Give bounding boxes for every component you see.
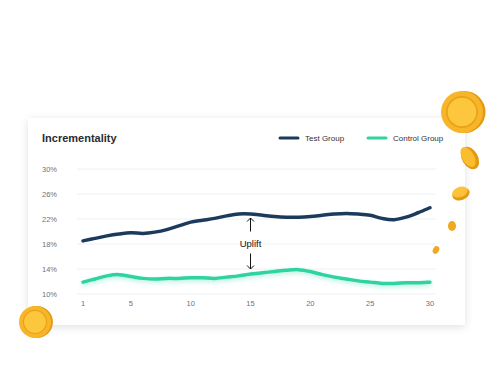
series-line xyxy=(83,270,430,284)
arrow-down xyxy=(250,254,251,270)
coin-side xyxy=(450,185,471,202)
arrow-head xyxy=(247,218,254,222)
card xyxy=(28,118,465,325)
coin-inner xyxy=(23,310,46,333)
y-tick-label: 14% xyxy=(42,265,57,274)
x-tick-label: 25 xyxy=(366,299,374,308)
x-tick-label: 10 xyxy=(187,299,195,308)
x-tick-label: 30 xyxy=(426,299,434,308)
y-tick-label: 22% xyxy=(42,215,57,224)
coin-side-face xyxy=(451,185,469,200)
uplift-annotation: Uplift xyxy=(240,218,262,269)
grid-line xyxy=(77,169,436,170)
chart-svg: Incrementality Test Group Control Group 10%… xyxy=(0,0,500,373)
coin-face xyxy=(441,91,483,133)
coin-face xyxy=(19,306,51,338)
x-tick-label: 1 xyxy=(81,299,85,308)
grid-line xyxy=(77,294,436,295)
y-tick-label: 26% xyxy=(42,190,57,199)
legend-label: Control Group xyxy=(393,134,444,143)
coin-flat xyxy=(457,144,483,173)
arrow-up xyxy=(250,218,251,232)
y-tick-label: 18% xyxy=(42,240,57,249)
grid-line xyxy=(77,194,436,195)
legend-swatch xyxy=(280,137,298,140)
annotation-label: Uplift xyxy=(240,238,262,249)
coin-side xyxy=(457,144,483,173)
title: Incrementality xyxy=(42,132,117,144)
legend-swatch xyxy=(368,137,386,140)
y-tick-label: 30% xyxy=(42,165,57,174)
coin-small xyxy=(448,221,456,231)
arrow-head xyxy=(247,266,254,270)
x-tick-label: 20 xyxy=(306,299,314,308)
coin-side-face xyxy=(457,144,478,169)
legend-label: Test Group xyxy=(305,134,345,143)
coin xyxy=(19,306,53,338)
x-tick-label: 15 xyxy=(246,299,254,308)
coin-small xyxy=(431,245,440,255)
plot-area xyxy=(83,208,430,284)
chart-root: Incrementality Test Group Control Group 10%… xyxy=(0,0,500,373)
y-tick-label: 10% xyxy=(42,290,57,299)
coin xyxy=(441,91,486,133)
coin-inner xyxy=(447,97,477,127)
series-line xyxy=(83,208,430,241)
grid-line xyxy=(77,269,436,270)
legend: Test Group Control Group xyxy=(280,134,444,143)
x-tick-label: 5 xyxy=(129,299,133,308)
